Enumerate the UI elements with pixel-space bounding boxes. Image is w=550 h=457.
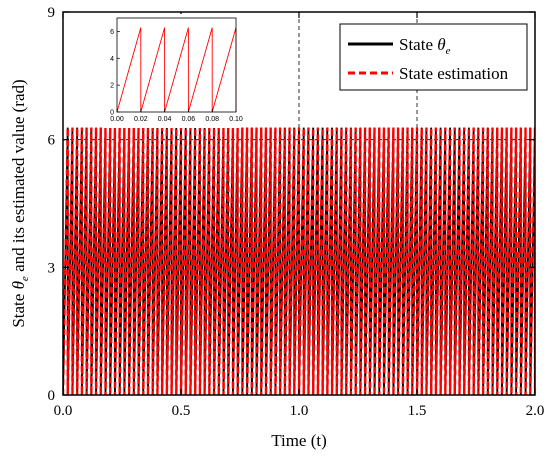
inset-series-line [116,27,237,113]
x-tick-label: 1.5 [408,403,427,419]
legend-box [339,23,528,91]
inset-y-tick-label: 0 [110,110,114,117]
y-axis-label-subscript: e [19,276,31,281]
x-tick-label: 2.0 [526,403,545,419]
series-estimation-line [63,127,535,395]
y-axis-label-prefix: State [9,289,28,327]
y-axis-label: State θe and its estimated value (rad) [9,79,31,327]
legend-label-state-symbol: θ [437,35,445,54]
y-tick-label: 6 [48,133,56,149]
legend-label-state: State θe [399,35,451,57]
inset-x-tick-label: 0.04 [158,116,172,123]
y-tick-label: 3 [48,260,56,276]
legend-label-state-subscript: e [446,45,451,57]
y-tick-label: 9 [48,5,56,21]
inset-y-tick-label: 6 [110,29,114,36]
x-tick-label: 1.0 [290,403,309,419]
y-tick-label: 0 [48,388,56,404]
inset-x-tick-label: 0.00 [110,116,124,123]
inset-y-tick-label: 4 [110,56,114,63]
inset-x-tick-label: 0.10 [229,116,243,123]
y-axis-label-symbol: θ [9,281,28,289]
series-group [63,127,535,395]
inset-background [104,14,241,128]
legend-label-state-name: State [399,35,437,54]
inset-x-tick-label: 0.02 [134,116,148,123]
x-tick-label: 0.0 [54,403,73,419]
inset-x-tick-label: 0.06 [182,116,196,123]
legend-label-estimation: State estimation [399,64,509,83]
x-axis-label: Time (t) [271,431,327,450]
inset-y-tick-label: 2 [110,83,114,90]
y-axis-label-rest: and its estimated value (rad) [9,79,28,276]
x-tick-label: 0.5 [172,403,191,419]
inset-x-tick-label: 0.08 [205,116,219,123]
inset-frame [116,17,237,113]
